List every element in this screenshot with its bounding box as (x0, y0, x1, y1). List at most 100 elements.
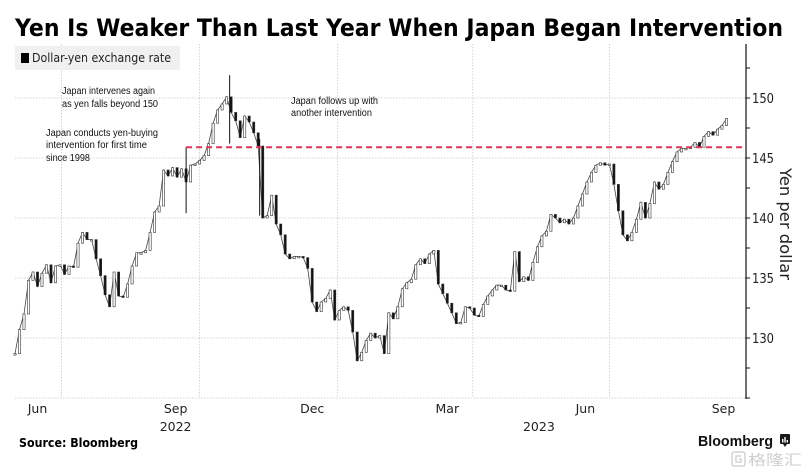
price-bar (328, 289, 332, 299)
price-bar (270, 194, 274, 216)
price-bar (486, 295, 490, 305)
price-bar (153, 211, 157, 233)
price-bar (103, 275, 107, 296)
price-bar (76, 242, 80, 268)
y-tick-label: 140 (752, 211, 774, 227)
price-bar (207, 143, 211, 156)
price-bar (90, 239, 94, 242)
price-bar (229, 96, 233, 113)
price-bar (364, 340, 368, 353)
price-bar (504, 284, 508, 291)
price-bar (283, 234, 287, 255)
price-bar (432, 250, 436, 255)
x-tick-label: Sep (712, 401, 736, 416)
annotation-second-intervention: Japan intervenes again as yen falls beyo… (62, 86, 158, 110)
price-bar (405, 282, 409, 290)
price-bar (531, 262, 535, 281)
price-bar (310, 268, 314, 303)
price-bar (693, 142, 697, 148)
price-bar (126, 283, 130, 298)
x-tick-label: Jun (575, 401, 596, 416)
price-bar (716, 128, 719, 136)
price-bar (585, 181, 589, 195)
watermark-logo-icon (731, 451, 746, 467)
price-bar (166, 169, 170, 177)
price-bar (445, 293, 449, 304)
price-bar (598, 162, 602, 166)
price-bar (108, 294, 112, 308)
price-bar (31, 271, 35, 281)
y-tick-label: 145 (752, 151, 774, 167)
price-bar (423, 258, 427, 264)
price-bar (634, 218, 638, 233)
price-bar (567, 218, 571, 225)
price-bar (211, 122, 215, 144)
annotation-line: Japan intervenes again (62, 86, 155, 97)
price-bar (180, 168, 184, 178)
price-bar (463, 306, 467, 323)
y-tick-label: 135 (752, 271, 774, 287)
price-bar (382, 335, 386, 354)
price-bar (702, 136, 706, 148)
price-bar (58, 264, 62, 267)
price-bar (643, 202, 647, 219)
price-bar (162, 169, 166, 207)
price-bar (49, 264, 53, 284)
price-bar (252, 121, 256, 134)
price-bar (45, 264, 48, 274)
price-bar (495, 284, 499, 291)
price-bar (234, 112, 238, 122)
price-bar (18, 329, 21, 354)
price-bar (657, 181, 661, 190)
price-bar (680, 148, 683, 153)
annotation-line: intervention for first time (46, 140, 147, 151)
price-bar (135, 252, 139, 267)
chart-title: Yen Is Weaker Than Last Year When Japan … (14, 14, 783, 42)
price-bar (247, 115, 251, 123)
price-bar (63, 264, 66, 275)
watermark: 格隆汇 (731, 451, 802, 469)
x-tick-label: Sep (164, 401, 188, 416)
price-series (13, 75, 728, 363)
price-bar (526, 276, 530, 281)
price-bar (85, 232, 89, 240)
year-label: 2023 (523, 419, 555, 434)
price-bar (333, 289, 337, 321)
price-bar (243, 115, 247, 138)
price-bar (508, 289, 512, 292)
price-bar (72, 265, 75, 268)
price-bar (670, 161, 674, 173)
legend-label: Dollar-yen exchange rate (32, 51, 171, 65)
price-bar (121, 295, 125, 298)
price-bar (175, 167, 179, 178)
price-bar (630, 232, 634, 242)
price-bar (99, 258, 103, 276)
annotation-line: Japan conducts yen-buying (46, 128, 158, 139)
price-bar (261, 145, 265, 219)
price-bar (436, 250, 440, 285)
price-bar (589, 172, 593, 183)
price-bar (27, 280, 30, 315)
price-bar (13, 353, 17, 356)
price-bar (144, 250, 148, 254)
price-bar (414, 264, 418, 280)
price-bar (612, 163, 616, 185)
price-bar (472, 307, 476, 316)
price-bar (216, 109, 220, 124)
legend-background (15, 46, 180, 70)
price-bar (400, 288, 404, 308)
price-bar (265, 215, 269, 219)
price-bar (684, 148, 688, 151)
price-bar (36, 271, 39, 287)
price-bar (157, 205, 161, 213)
year-labels: 2022 2023 (160, 419, 555, 434)
price-bar (468, 306, 472, 309)
price-bar (580, 193, 584, 207)
price-bar (355, 331, 359, 362)
price-bar (553, 214, 557, 219)
price-bar (94, 239, 98, 260)
price-bar (481, 304, 485, 317)
x-tick-labels: Jun Sep Dec Mar Jun Sep (27, 401, 736, 416)
price-bar (513, 251, 517, 292)
